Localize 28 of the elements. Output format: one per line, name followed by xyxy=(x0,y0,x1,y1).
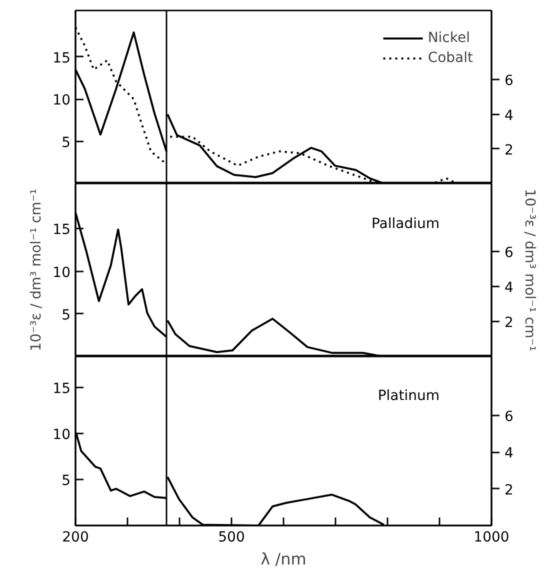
x-axis-title: λ /nm xyxy=(260,550,306,568)
x-tick-label: 500 xyxy=(218,530,245,546)
y2-tick-label: 6 xyxy=(504,408,514,425)
legend-label: Nickel xyxy=(428,30,470,46)
y2-tick-label: 6 xyxy=(504,245,514,262)
y2-axis-title: 10⁻³ε / dm³ mol⁻¹ cm⁻¹ xyxy=(521,188,538,352)
y2-tick-label: 4 xyxy=(504,108,514,124)
y-tick-label: 10 xyxy=(52,427,71,444)
x-tick-label: 1000 xyxy=(474,530,510,546)
y2-tick-label: 2 xyxy=(504,315,514,332)
y-tick-label: 15 xyxy=(52,381,71,398)
y-axis-title: 10⁻³ε / dm³ mol⁻¹ cm⁻¹ xyxy=(28,188,45,352)
y-tick-label: 10 xyxy=(52,264,71,281)
x-tick-label: 200 xyxy=(62,530,89,546)
y-tick-label: 5 xyxy=(62,134,71,151)
legend-label: Cobalt xyxy=(428,50,473,66)
y-tick-label: 5 xyxy=(62,473,71,490)
y-tick-label: 15 xyxy=(52,50,71,66)
y2-tick-label: 4 xyxy=(504,280,514,296)
annotation: Platinum xyxy=(378,388,440,404)
y-tick-label: 5 xyxy=(62,307,71,324)
annotation: Palladium xyxy=(371,216,440,232)
y2-tick-label: 2 xyxy=(504,142,514,158)
y2-tick-label: 6 xyxy=(504,73,514,90)
y2-tick-label: 2 xyxy=(504,482,514,498)
y-tick-label: 15 xyxy=(52,222,71,238)
y-tick-label: 10 xyxy=(52,92,71,109)
y2-tick-label: 4 xyxy=(504,446,514,462)
